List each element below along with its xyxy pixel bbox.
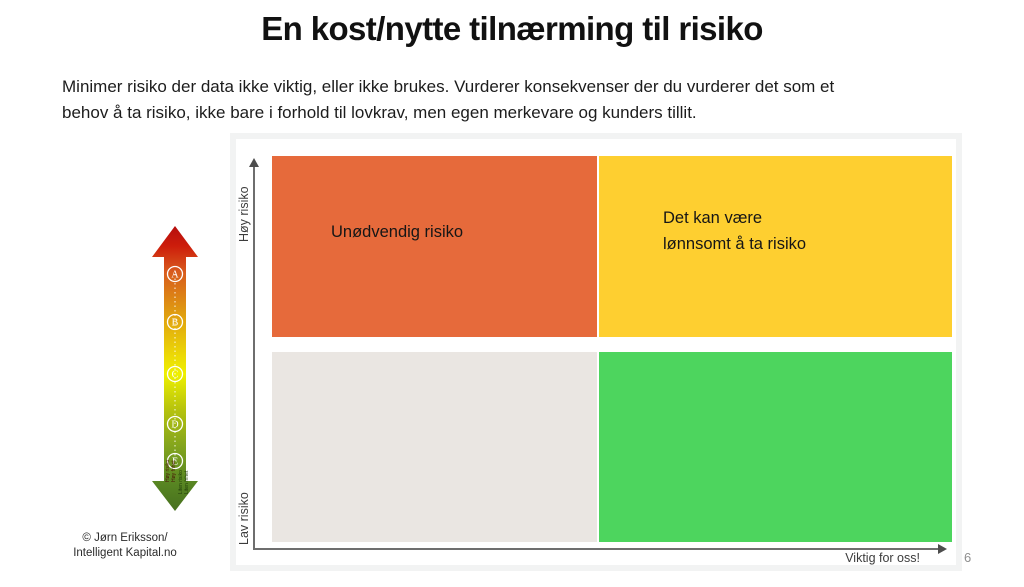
risk-step-e: E [166,452,184,470]
copyright-credit: © Jørn Eriksson/ Intelligent Kapital.no [40,531,210,561]
risk-step-d: D [166,415,184,433]
step-letter: C [172,370,179,381]
y-axis-line [253,166,255,549]
step-letter: B [172,318,179,329]
arrow-top-caption-1: Høy risiko [165,460,171,482]
arrow-bottom-caption-2: Liten frihet [184,470,190,494]
quadrant-top-left [272,156,597,337]
x-axis-arrowhead-icon [938,544,947,554]
y-axis-arrowhead-icon [249,158,259,167]
quadrant-top-right [599,156,952,337]
risk-step-a: A [166,265,184,283]
body-line: behov å ta risiko, ikke bare i forhold t… [62,103,697,122]
y-axis-top-label: Høy risiko [237,186,251,242]
y-axis-bottom-label: Lav risiko [237,492,251,545]
x-axis-line [253,548,941,550]
risk-step-c: C [166,365,184,383]
quadrant-top-left-label: Unødvendig risiko [331,223,464,241]
step-letter: E [172,457,178,468]
quadrant-label-line: lønnsomt å ta risiko [663,235,807,253]
credit-line: © Jørn Eriksson/ [82,532,168,544]
credit-line: Intelligent Kapital.no [73,547,177,559]
step-letter: A [171,270,179,281]
body-line: Minimer risiko der data ikke viktig, ell… [62,77,835,96]
quadrant-top-right-label: Det kan være lønnsomt å ta risiko [663,205,806,257]
quadrant-label-line: Det kan være [663,209,763,227]
x-axis-label: Viktig for oss! [845,551,920,565]
step-letter: D [171,420,178,431]
quadrant-bottom-left [272,352,597,542]
page-number: 6 [964,550,972,565]
quadrant-bottom-right [599,352,952,542]
risk-step-b: B [166,313,184,331]
risk-gradient-arrow: A B C D E Høy risiko Høy frihet Liten ri… [152,226,198,511]
slide-body-text: Minimer risiko der data ikke viktig, ell… [62,74,962,126]
slide-title: En kost/nytte tilnærming til risiko [261,10,763,47]
arrow-bottom-caption-1: Liten risiko [178,470,184,494]
arrow-top-caption-2: Høy frihet [171,460,177,482]
